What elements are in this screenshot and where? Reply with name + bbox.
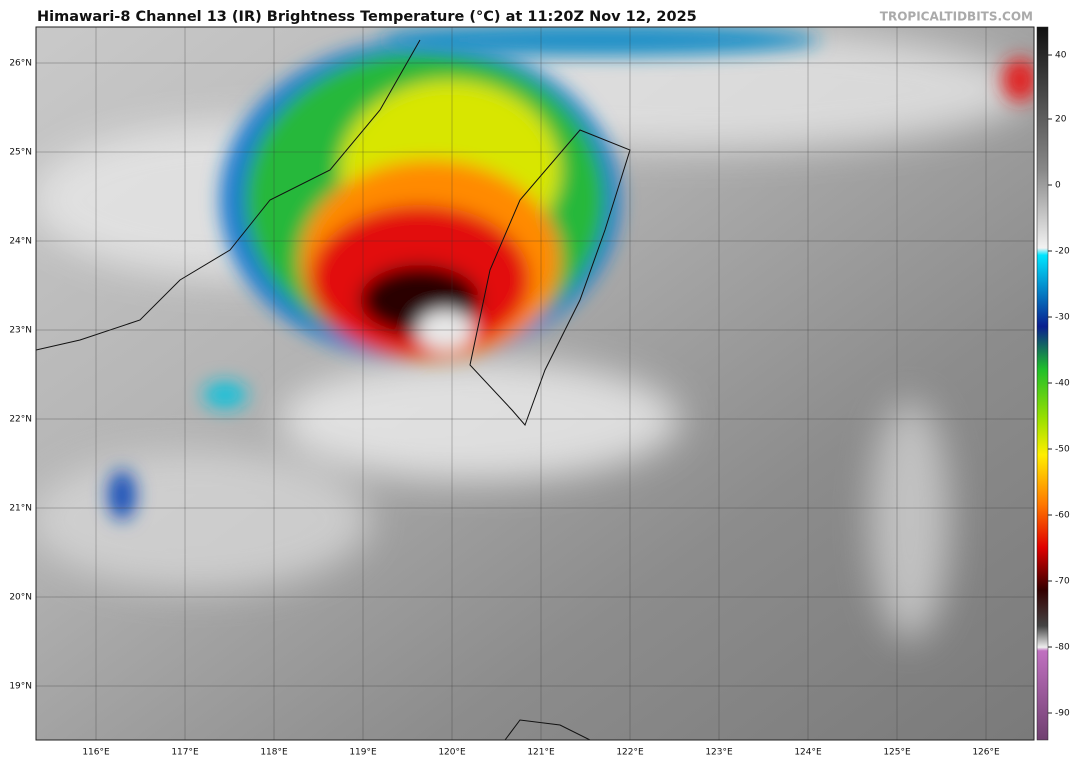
lat-label: 25°N xyxy=(9,148,32,158)
lat-label: 26°N xyxy=(9,59,32,69)
lon-label: 124°E xyxy=(794,748,822,758)
lon-label: 117°E xyxy=(171,748,199,758)
lon-label: 120°E xyxy=(438,748,466,758)
colorbar-label: -50 xyxy=(1055,445,1070,455)
colorbar-label: 40 xyxy=(1055,51,1067,61)
colorbar-label: -70 xyxy=(1055,577,1070,587)
lat-label: 23°N xyxy=(9,326,32,336)
colorbar-label: -90 xyxy=(1055,709,1070,719)
credit: TROPICALTIDBITS.COM xyxy=(880,10,1033,24)
colorbar-label: -60 xyxy=(1055,511,1070,521)
colorbar-label: 20 xyxy=(1055,115,1067,125)
lat-label: 21°N xyxy=(9,504,32,514)
lon-label: 125°E xyxy=(883,748,911,758)
colorbar-label: -30 xyxy=(1055,313,1070,323)
lon-label: 123°E xyxy=(705,748,733,758)
colorbar-label: 0 xyxy=(1055,181,1061,191)
colorbar-label: -40 xyxy=(1055,379,1070,389)
colorbar xyxy=(1036,26,1049,741)
colorbar-label: -80 xyxy=(1055,643,1070,653)
title: Himawari-8 Channel 13 (IR) Brightness Te… xyxy=(37,9,697,25)
lat-label: 20°N xyxy=(9,593,32,603)
lon-label: 122°E xyxy=(616,748,644,758)
lon-label: 116°E xyxy=(82,748,110,758)
lon-label: 126°E xyxy=(972,748,1000,758)
lon-label: 121°E xyxy=(527,748,555,758)
lon-label: 119°E xyxy=(349,748,377,758)
colorbar-label: -20 xyxy=(1055,247,1070,257)
lat-label: 22°N xyxy=(9,415,32,425)
lon-label: 118°E xyxy=(260,748,288,758)
lat-label: 24°N xyxy=(9,237,32,247)
imagery xyxy=(36,27,1034,740)
lat-label: 19°N xyxy=(9,682,32,692)
